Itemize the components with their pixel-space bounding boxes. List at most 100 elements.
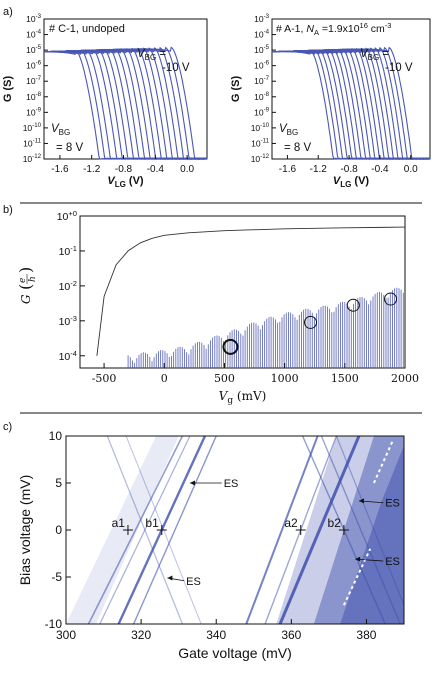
y-tick-label: 10-9: [254, 106, 270, 117]
transition-line-2: [99, 436, 191, 624]
x-tick-label: -1.6: [279, 164, 297, 175]
x-tick-label: -1.2: [310, 164, 328, 175]
y-tick-label: 10-6: [254, 60, 270, 71]
x-axis-label: VLG (V): [333, 175, 370, 189]
y-tick-label: 10-7: [26, 75, 42, 86]
point-label-b1: b1: [145, 516, 159, 530]
y-tick-label: 10-3: [254, 13, 270, 24]
y-tick-label: 10-12: [23, 153, 42, 164]
heatmap-region-left: [66, 436, 179, 624]
plot-frame: [79, 215, 406, 369]
y-tick-label: 0: [55, 523, 62, 537]
panel-label-a: a): [3, 6, 13, 18]
transition-line-11: [320, 436, 401, 624]
x-axis-label: Vg (mV): [219, 389, 267, 406]
y-tick-label: 5: [55, 476, 62, 490]
x-tick-label: 2000: [391, 372, 419, 385]
transition-line-5: [106, 436, 183, 624]
x-tick-label: -0.4: [147, 164, 165, 175]
x-tick-label: 500: [214, 372, 235, 385]
panel-label-b: b): [3, 204, 13, 216]
y-tick-label: 10-11: [23, 137, 41, 148]
vbg-bottom-label: VBG: [279, 123, 298, 137]
highlight-circle-2: [304, 315, 318, 329]
panel-label-c: c): [3, 421, 12, 433]
es-label-4: ES: [385, 556, 400, 568]
point-label-b2: b2: [328, 516, 342, 530]
y-axis-symbol: G: [19, 294, 33, 304]
y-axis-label: G (e h): [16, 267, 38, 304]
es-arrowhead-1: [189, 480, 195, 486]
plot-frame: [271, 18, 431, 160]
transition-line-9: [278, 436, 361, 624]
transition-line-4: [132, 436, 217, 624]
y-tick-label: 10-11: [251, 137, 269, 148]
es-arrowhead-4: [355, 556, 361, 562]
y-tick-label: 10-4: [59, 349, 77, 363]
x-tick-label: -500: [92, 372, 117, 385]
vbg-bottom-value: = 8 V: [56, 142, 84, 154]
x-tick-label: 1000: [271, 372, 299, 385]
transition-line-7: [245, 436, 319, 624]
white-gap-2: [373, 440, 394, 484]
x-axis-label: VLG (V): [107, 175, 144, 189]
y-tick-label: -10: [45, 617, 63, 631]
es-arrowhead-3: [358, 498, 364, 504]
vbg-top-value: -10 V: [162, 62, 190, 74]
transition-line-12: [335, 436, 404, 607]
y-axis-unit-den: h: [28, 276, 38, 282]
conductance-curve: [96, 226, 406, 356]
y-axis-paren-open: (: [16, 284, 35, 290]
highlight-circle-1: [222, 338, 239, 355]
y-tick-label: 10+0: [57, 209, 77, 223]
es-arrowhead-2: [167, 575, 173, 581]
y-tick-label: 10-3: [26, 13, 42, 24]
panel-a-right: 10-3 10-4 10-5 10-6 10-7 10-8 10-9 10-10 10-11 10…: [230, 13, 431, 189]
vbg-top-value: -10 V: [385, 62, 413, 74]
coulomb-peaks: [127, 287, 404, 368]
y-axis-label: G (S): [2, 76, 14, 103]
heatmap-area: [66, 436, 404, 624]
y-tick-label: 10-3: [59, 314, 77, 328]
y-tick-label: 10-8: [26, 91, 42, 102]
y-axis-label: Bias voltage (mV): [17, 475, 33, 585]
y-tick-label: 10-12: [251, 153, 270, 164]
vbg-top-label: VBG =: [137, 48, 166, 62]
x-tick-label: 0.0: [404, 164, 418, 175]
x-tick-label: 320: [131, 628, 151, 642]
es-label-2: ES: [186, 576, 201, 588]
vbg-bottom-label: VBG: [51, 123, 70, 137]
transfer-curve-18: [271, 46, 431, 160]
y-tick-label: 10-10: [23, 122, 42, 133]
es-label-1: ES: [224, 478, 239, 490]
x-tick-label: 1500: [331, 372, 359, 385]
x-tick-label: 340: [206, 628, 226, 642]
x-tick-label: -0.4: [371, 164, 389, 175]
y-tick-label: 10: [49, 429, 63, 443]
es-label-3: ES: [385, 498, 400, 510]
y-axis-label: G (S): [230, 76, 242, 103]
y-axis-paren-close: ): [16, 267, 35, 273]
heatmap-region-corner: [340, 445, 404, 624]
transfer-curve-18: [43, 46, 208, 160]
x-tick-label: -1.6: [51, 164, 69, 175]
y-axis-unit-num: e: [18, 278, 28, 283]
y-tick-label: -5: [51, 570, 62, 584]
y-tick-label: 10-4: [26, 29, 42, 40]
panel-b: 10+0 10-1 10-2 10-3 10-4 -500 0 500 1000 1500 2000…: [16, 209, 419, 406]
x-tick-label: -0.8: [115, 164, 133, 175]
x-tick-label: 380: [356, 628, 376, 642]
panel-a-left: 10-3 10-4 10-5 10-6 10-7 10-8 10-9 10-10 10-11 10…: [2, 13, 208, 189]
y-tick-label: 10-7: [254, 75, 270, 86]
x-tick-label: 360: [281, 628, 301, 642]
y-tick-label: 10-9: [26, 106, 42, 117]
annotation-sample: # C-1, undoped: [49, 23, 125, 35]
x-tick-label: -1.2: [83, 164, 101, 175]
y-tick-label: 10-2: [59, 279, 77, 293]
y-tick-label: 10-5: [254, 44, 270, 55]
highlight-circle-4: [384, 292, 398, 306]
y-tick-label: 10-1: [59, 244, 77, 258]
white-gap-1: [343, 548, 372, 606]
